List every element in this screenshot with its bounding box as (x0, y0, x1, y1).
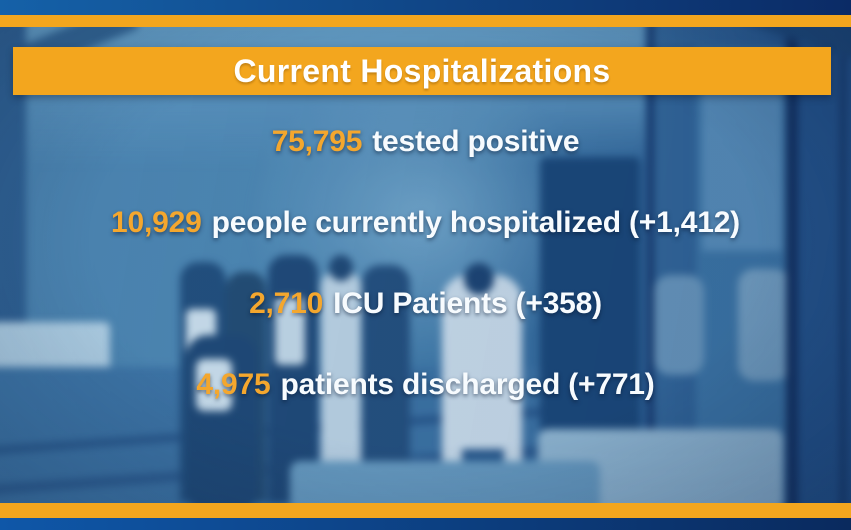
stat-label: patients discharged (+771) (280, 368, 655, 401)
title-banner: Current Hospitalizations (13, 47, 831, 95)
glass-frame-line (786, 27, 798, 503)
blue-tint-overlay (0, 27, 851, 503)
stat-label: people currently hospitalized (+1,412) (211, 206, 741, 239)
top-blue-bar (0, 0, 851, 15)
stat-row-icu: 2,710 ICU Patients (+358) (0, 282, 851, 326)
figure-behind-glass (654, 275, 704, 375)
dark-doorway (540, 157, 640, 442)
page-title: Current Hospitalizations (233, 52, 611, 89)
stat-value: 4,975 (196, 368, 271, 401)
figure-behind-glass (738, 269, 790, 381)
stats-list: 75,795 tested positive 10,929 people curre… (0, 120, 851, 407)
bottom-blue-bar (0, 518, 851, 530)
stat-value: 75,795 (271, 125, 363, 158)
floor-reflection (290, 461, 600, 503)
stat-row-tested-positive: 75,795 tested positive (0, 120, 851, 164)
person-white-top (275, 297, 305, 365)
top-gold-strip (0, 15, 851, 27)
crouching-person-shirt (196, 359, 232, 411)
stat-value: 2,710 (249, 287, 324, 320)
stat-row-hospitalized: 10,929 people currently hospitalized (+1,… (0, 201, 851, 245)
stat-value: 10,929 (111, 206, 202, 239)
bottom-gold-strip (0, 503, 851, 518)
person-head (329, 255, 353, 281)
glass-frame-line (647, 27, 654, 503)
doctor-head (464, 263, 494, 295)
stat-label: tested positive (372, 125, 580, 158)
glass-frame-line (840, 27, 846, 503)
stat-row-discharged: 4,975 patients discharged (+771) (0, 363, 851, 407)
stat-label: ICU Patients (+358) (333, 287, 602, 320)
